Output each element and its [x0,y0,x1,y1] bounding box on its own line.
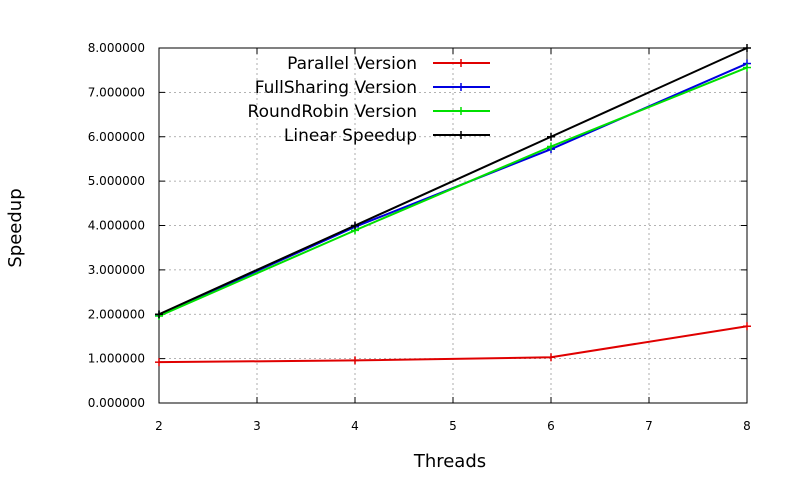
y-tick-label: 3.000000 [88,263,145,277]
data-point [547,142,555,151]
x-tick-label: 4 [351,419,359,433]
data-point [155,358,163,367]
data-point [743,322,751,331]
y-tick-label: 4.000000 [88,219,145,233]
x-tick-labels: 2 3 4 5 6 7 8 [155,419,751,433]
y-tick-label: 8.000000 [88,41,145,55]
y-axis-title: Speedup [5,188,26,267]
legend: Parallel Version FullSharing Version Round… [248,54,490,146]
y-tick-label: 7.000000 [88,85,145,99]
legend-label: Linear Speedup [284,126,417,146]
axes [158,47,748,404]
data-point [743,63,751,72]
x-axis-title: Threads [413,451,486,472]
x-tick-label: 8 [743,419,751,433]
series-lines [155,44,751,367]
series-line-0 [158,325,748,364]
data-point [547,353,555,362]
y-tick-label: 0.000000 [88,396,145,410]
x-tick-label: 2 [155,419,163,433]
data-point [351,356,359,365]
y-tick-label: 2.000000 [88,307,145,321]
y-tick-label: 5.000000 [88,174,145,188]
y-tick-label: 1.000000 [88,352,145,366]
series-line-3 [158,47,748,316]
series-line-2 [158,66,748,317]
x-tick-label: 5 [449,419,457,433]
y-tick-labels: 0.000000 1.000000 2.000000 3.000000 4.000000… [88,41,145,410]
data-point [351,221,359,230]
y-tick-label: 6.000000 [88,130,145,144]
legend-label: RoundRobin Version [248,102,417,122]
x-tick-label: 3 [253,419,261,433]
legend-label: FullSharing Version [255,78,417,98]
x-tick-label: 6 [547,419,555,433]
data-point [547,132,555,141]
data-point [155,310,163,319]
plot-border [158,47,748,404]
x-tick-label: 7 [645,419,653,433]
data-point [743,44,751,52]
legend-label: Parallel Version [287,54,417,74]
